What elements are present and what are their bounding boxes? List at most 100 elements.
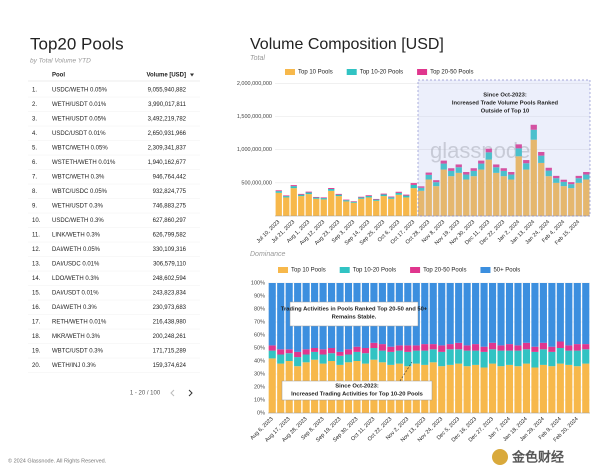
pool-volume: 932,824,775	[153, 189, 187, 195]
bar-segment	[403, 197, 410, 216]
bar-segment	[470, 168, 477, 171]
bar-segment	[573, 344, 581, 351]
bar-segment	[455, 167, 462, 173]
bar-segment	[388, 197, 395, 199]
row-index: 14.	[32, 276, 41, 282]
bar-segment	[553, 175, 560, 179]
bar-segment	[515, 144, 522, 149]
y-tick-label: 0%	[257, 410, 265, 416]
bar-segment	[388, 196, 395, 198]
sort-icon[interactable]	[190, 73, 194, 77]
pool-name: DAI/WETH 0.3%	[52, 305, 97, 311]
bar-segment	[336, 355, 344, 365]
annotation-box	[281, 380, 433, 401]
bar-segment	[429, 362, 437, 413]
bar-segment	[448, 168, 455, 171]
bar-segment	[480, 367, 488, 413]
bar-segment	[480, 351, 488, 368]
bar-segment	[455, 363, 463, 413]
row-index: 20.	[32, 363, 41, 369]
bar-segment	[283, 195, 290, 197]
row-index: 6.	[32, 160, 37, 166]
pool-name: WBTC/WETH 0.05%	[52, 146, 108, 152]
row-index: 8.	[32, 189, 37, 195]
bar-segment	[539, 349, 547, 365]
annotation-text: Since Oct-2023:	[335, 384, 379, 390]
bar-segment	[573, 350, 581, 367]
bar-segment	[429, 349, 437, 363]
bar-segment	[500, 168, 507, 171]
bar-segment	[448, 170, 455, 177]
bar-segment	[412, 350, 420, 364]
bar-segment	[350, 201, 357, 203]
prev-page[interactable]	[170, 389, 175, 397]
bar-segment	[438, 366, 446, 413]
bar-segment	[370, 342, 378, 348]
row-index: 16.	[32, 305, 41, 311]
legend-swatch	[339, 267, 350, 273]
bar-segment	[500, 170, 507, 177]
bar-segment	[548, 351, 556, 367]
pool-volume: 200,248,261	[153, 334, 187, 340]
bar-segment	[539, 364, 547, 413]
bar-segment	[421, 283, 429, 345]
y-tick-label: 90%	[254, 293, 265, 299]
bar-segment	[440, 163, 447, 170]
bar-segment	[514, 283, 522, 346]
bar-segment	[505, 344, 514, 351]
bar-segment	[545, 170, 552, 177]
bar-segment	[298, 193, 305, 195]
bar-segment	[500, 176, 507, 216]
bar-segment	[478, 163, 485, 170]
bar-segment	[268, 358, 276, 413]
bar-segment	[455, 342, 463, 350]
bar-segment	[522, 363, 531, 413]
bar-segment	[530, 139, 537, 216]
row-index: 5.	[32, 146, 37, 152]
bar-segment	[290, 185, 297, 187]
annotation-text: Outside of Top 10	[481, 109, 530, 115]
bar-segment	[531, 283, 539, 347]
row-index: 12.	[32, 247, 41, 253]
bar-segment	[268, 283, 276, 346]
pool-volume: 243,823,834	[153, 291, 187, 297]
pool-volume: 230,973,683	[153, 305, 187, 311]
bar-segment	[373, 198, 380, 200]
pool-volume: 2,309,341,837	[148, 146, 187, 152]
bar-segment	[313, 198, 320, 216]
y-tick-label: 20%	[254, 384, 265, 390]
pool-name: WBTC/USDC 0.05%	[52, 189, 108, 195]
bar-segment	[455, 164, 462, 168]
bar-segment	[395, 191, 402, 193]
bar-segment	[488, 283, 497, 343]
bar-segment	[560, 179, 567, 182]
next-page[interactable]	[188, 389, 193, 397]
table-rows: 1. USDC/WETH 0.05% 9,055,940,882 2. WETH/USD…	[28, 88, 200, 373]
bar-segment	[404, 345, 412, 352]
bar-segment	[463, 172, 470, 175]
pool-name: LDO/WETH 0.3%	[52, 276, 100, 282]
row-index: 15.	[32, 291, 41, 297]
bar-segment	[480, 346, 488, 352]
column-header[interactable]: Volume [USD]	[146, 73, 186, 79]
bar-segment	[350, 202, 357, 216]
bar-segment	[508, 179, 515, 216]
bar-segment	[565, 345, 573, 351]
bar-segment	[438, 345, 446, 352]
bar-segment	[418, 187, 425, 191]
bar-segment	[485, 152, 492, 160]
bar-segment	[553, 182, 560, 216]
bar-segment	[335, 194, 342, 197]
table-title: Top20 Pools	[30, 34, 124, 53]
bar-segment	[515, 156, 522, 216]
bar-segment	[523, 169, 530, 216]
pool-name: WETH/INJ 0.3%	[52, 363, 96, 369]
bar-segment	[565, 364, 573, 413]
bar-segment	[568, 184, 575, 189]
bar-segment	[275, 191, 282, 193]
bar-segment	[548, 283, 556, 347]
legend-label: 50+ Pools	[493, 268, 520, 274]
table-subtitle: by Total Volume YTD	[30, 58, 91, 65]
bar-segment	[493, 167, 500, 173]
bar-segment	[388, 198, 395, 216]
